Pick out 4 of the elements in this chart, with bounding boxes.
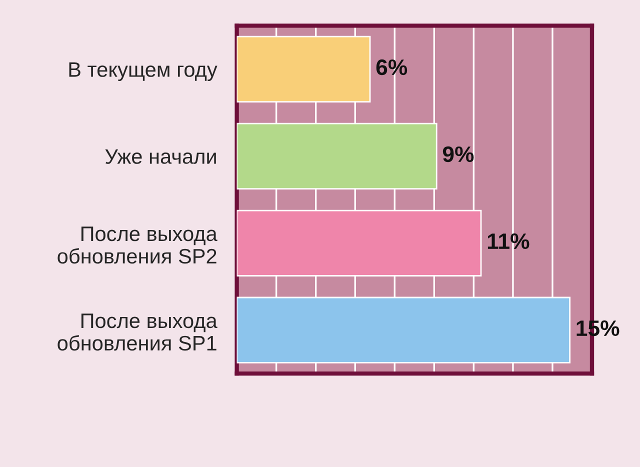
y-tick-label: В текущем году bbox=[69, 62, 218, 82]
y-tick-label: После выхода обновления SP1 bbox=[58, 314, 218, 351]
y-tick-label: После выхода обновления SP2 bbox=[58, 226, 218, 264]
y-tick-label: Уже начали bbox=[105, 149, 216, 164]
